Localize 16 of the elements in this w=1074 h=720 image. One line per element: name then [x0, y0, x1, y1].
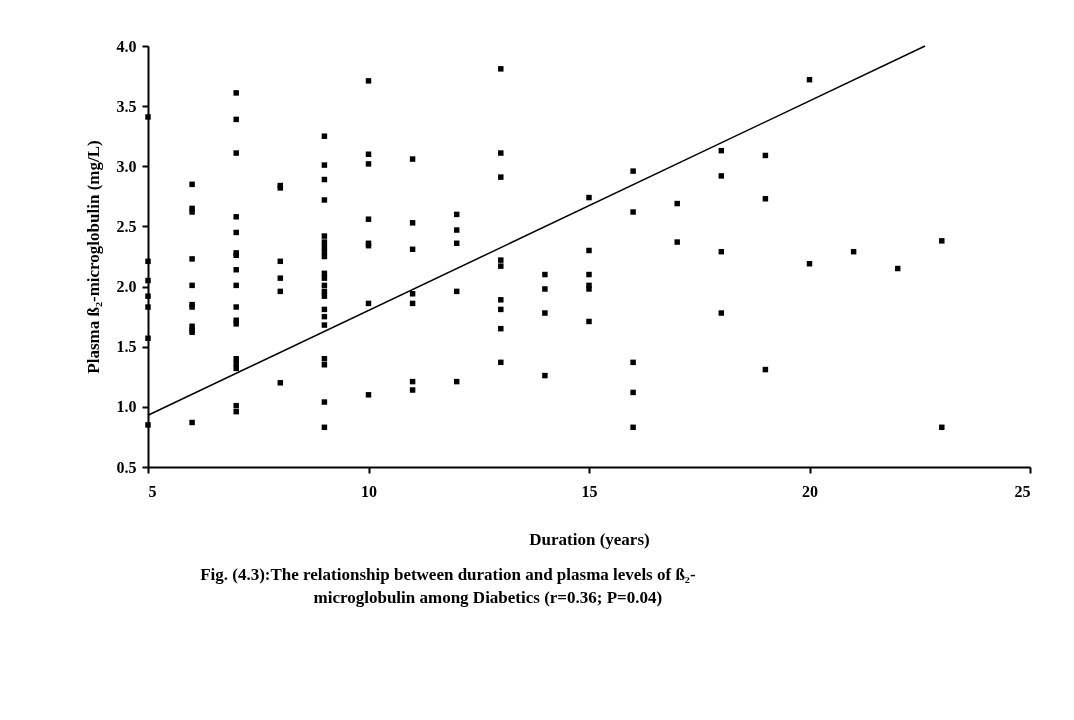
- y-axis-title: Plasma ß₂-microglobulin (mg/L): [83, 140, 103, 374]
- y-tick-label: 1.0: [116, 398, 137, 416]
- y-tick-label: 2.0: [116, 278, 137, 296]
- x-tick-label: 10: [361, 482, 377, 500]
- y-tick-label: 4.0: [116, 37, 137, 55]
- y-tick-label: 3.5: [116, 97, 137, 115]
- x-tick-label: 15: [581, 482, 598, 500]
- x-tick-label: 20: [802, 482, 818, 500]
- x-axis-title: Duration (years): [529, 529, 650, 549]
- y-tick-label: 2.5: [116, 217, 137, 235]
- y-tick-label: 1.5: [116, 338, 137, 356]
- y-tick-label: 0.5: [116, 458, 137, 476]
- text: Fig. (4.3):The relationship between duration and plasma levels of ß₂-microglobulin among Diabetics (r=0.36; P=0.04): [200, 565, 696, 607]
- y-tick-label: 3.0: [116, 157, 137, 175]
- x-tick-label: 25: [1014, 482, 1031, 500]
- x-tick-label: 5: [148, 482, 157, 500]
